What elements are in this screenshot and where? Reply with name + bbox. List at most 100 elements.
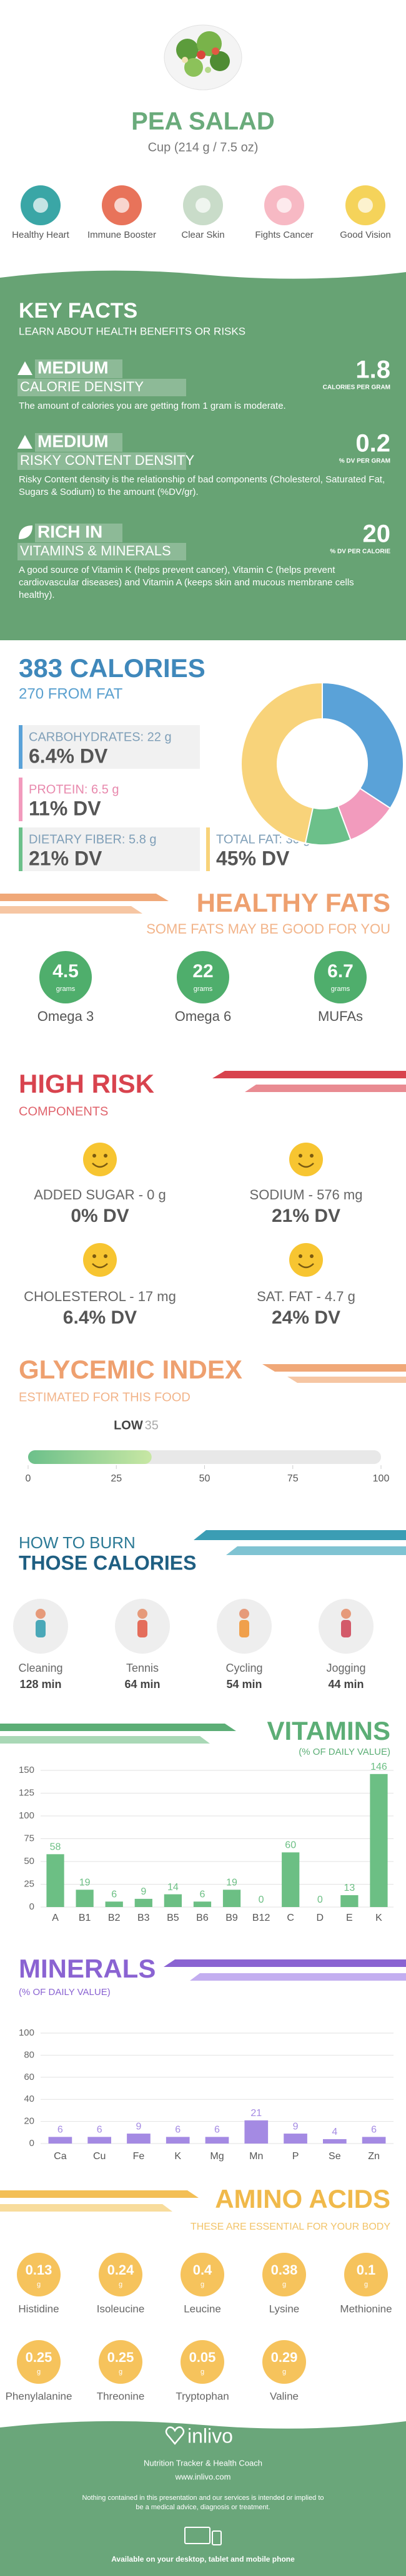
amino-circle [344, 2253, 388, 2296]
x-tick-label: E [346, 1913, 353, 1923]
amino-name: Threonine [97, 2390, 145, 2402]
value-label: 6 [371, 2125, 377, 2135]
value-label: 146 [370, 1762, 387, 1772]
calories-subtitle: 270 FROM FAT [19, 685, 123, 702]
benefit-label-box: Good Vision [340, 230, 390, 240]
y-tick-label: 150 [19, 1765, 34, 1775]
x-tick-label: Mn [249, 2151, 263, 2162]
fat-circle [314, 951, 367, 1003]
fact-description-box: Risky Content density is the relationshi… [19, 474, 385, 497]
glycemic-value: 35 [145, 1418, 159, 1432]
x-tick-label: C [287, 1913, 294, 1923]
value-label: 0 [259, 1895, 264, 1905]
fact-value: 20 [363, 520, 391, 548]
bar [222, 1890, 241, 1907]
bar [48, 2137, 72, 2144]
amino-name: Phenylalanine [6, 2390, 72, 2402]
x-tick-label: Cu [93, 2151, 106, 2162]
leaf-icon [19, 525, 32, 539]
amino-circle [17, 2340, 61, 2384]
activity-time: 44 min [328, 1678, 364, 1690]
amino-name: Lysine [269, 2303, 300, 2315]
activity-name: Tennis [126, 1662, 159, 1674]
amino-circle [181, 2253, 224, 2296]
value-label: 9 [136, 2121, 141, 2132]
amino-unit: g [37, 2281, 41, 2288]
donut-slice [240, 681, 323, 844]
device-icon [212, 2530, 222, 2545]
bar [46, 1854, 64, 1907]
bar [127, 2134, 151, 2144]
value-label: 19 [79, 1877, 91, 1888]
amino-value: 0.1 [357, 2262, 376, 2278]
fat-unit: grams [331, 985, 350, 993]
benefit-icon-detail [277, 198, 292, 213]
glycemic-subtitle: ESTIMATED FOR THIS FOOD [19, 1390, 191, 1404]
benefit-icon-detail [196, 198, 210, 213]
activity-figure-body [36, 1620, 46, 1637]
x-tick-label: K [174, 2151, 181, 2162]
smiley-mouth [298, 1163, 314, 1168]
amino-name: Leucine [184, 2303, 221, 2315]
benefit-label: Clear Skin [181, 230, 225, 240]
benefit-label: Immune Booster [87, 230, 157, 240]
benefit-icon-detail [358, 198, 373, 213]
footer-band [0, 2421, 406, 2576]
salad-image [164, 24, 242, 90]
amino-unit: g [119, 2281, 122, 2288]
benefit-label: Fights Cancer [255, 230, 314, 240]
amino-name: Histidine [18, 2303, 59, 2315]
risk-label: SAT. FAT - 4.7 g [257, 1289, 355, 1304]
burn-title-strong: THOSE CALORIES [19, 1551, 196, 1574]
amino-unit: g [37, 2368, 41, 2376]
risk-dv: 6.4% DV [63, 1307, 137, 1328]
amino-unit: g [282, 2368, 286, 2376]
glycemic-tick-label: 50 [199, 1473, 210, 1484]
bar [244, 2120, 269, 2144]
benefit-label-box: Immune Booster [87, 230, 157, 240]
smiley-mouth [92, 1263, 108, 1269]
x-tick-label: B1 [79, 1913, 91, 1923]
amino-value: 0.25 [26, 2349, 52, 2365]
title: PEA SALAD [131, 108, 275, 135]
chart-subtitle: (% OF DAILY VALUE) [19, 1987, 111, 1998]
amino-name: Valine [270, 2390, 299, 2402]
y-tick-label: 40 [24, 2094, 34, 2104]
warning-icon [17, 361, 32, 375]
x-tick-label: K [375, 1913, 382, 1923]
fat-name: Omega 3 [37, 1008, 94, 1024]
y-tick-label: 0 [29, 2138, 34, 2149]
smiley-eye [299, 1154, 302, 1158]
fact-highlight [17, 543, 186, 560]
fact-label: RISKY CONTENT DENSITY [20, 452, 194, 468]
value-label: 60 [285, 1840, 296, 1851]
benefit-label-box: Healthy Heart [12, 230, 69, 240]
smiley-eye [310, 1154, 314, 1158]
bar [282, 1852, 300, 1907]
bar [166, 2137, 190, 2144]
activity-time: 128 min [19, 1678, 61, 1690]
amino-value: 0.29 [271, 2349, 298, 2365]
amino-value: 0.38 [271, 2262, 298, 2278]
fat-value: 4.5 [52, 961, 79, 982]
value-label: 19 [226, 1877, 237, 1888]
fact-description: The amount of calories you are getting f… [19, 401, 286, 411]
nutrient-bar [19, 778, 22, 821]
amino-name: Methionine [340, 2303, 392, 2315]
x-tick-label: Ca [54, 2151, 67, 2162]
high-risk-subtitle: COMPONENTS [19, 1105, 108, 1118]
nutrient-bg [19, 827, 200, 871]
glycemic-bar [28, 1450, 152, 1464]
bar [323, 2139, 347, 2144]
fat-circle [177, 951, 229, 1003]
bar [76, 1890, 94, 1907]
amino-subtitle: THESE ARE ESSENTIAL FOR YOUR BODY [191, 2222, 390, 2232]
amino-name: Tryptophan [176, 2390, 229, 2402]
warning-icon [17, 435, 32, 449]
url: www.inlivo.com [175, 2472, 231, 2481]
smiley-icon [289, 1243, 323, 1277]
chart-subtitle: (% OF DAILY VALUE) [299, 1747, 390, 1757]
brand-icon [165, 2426, 185, 2445]
amino-circle [17, 2253, 61, 2296]
